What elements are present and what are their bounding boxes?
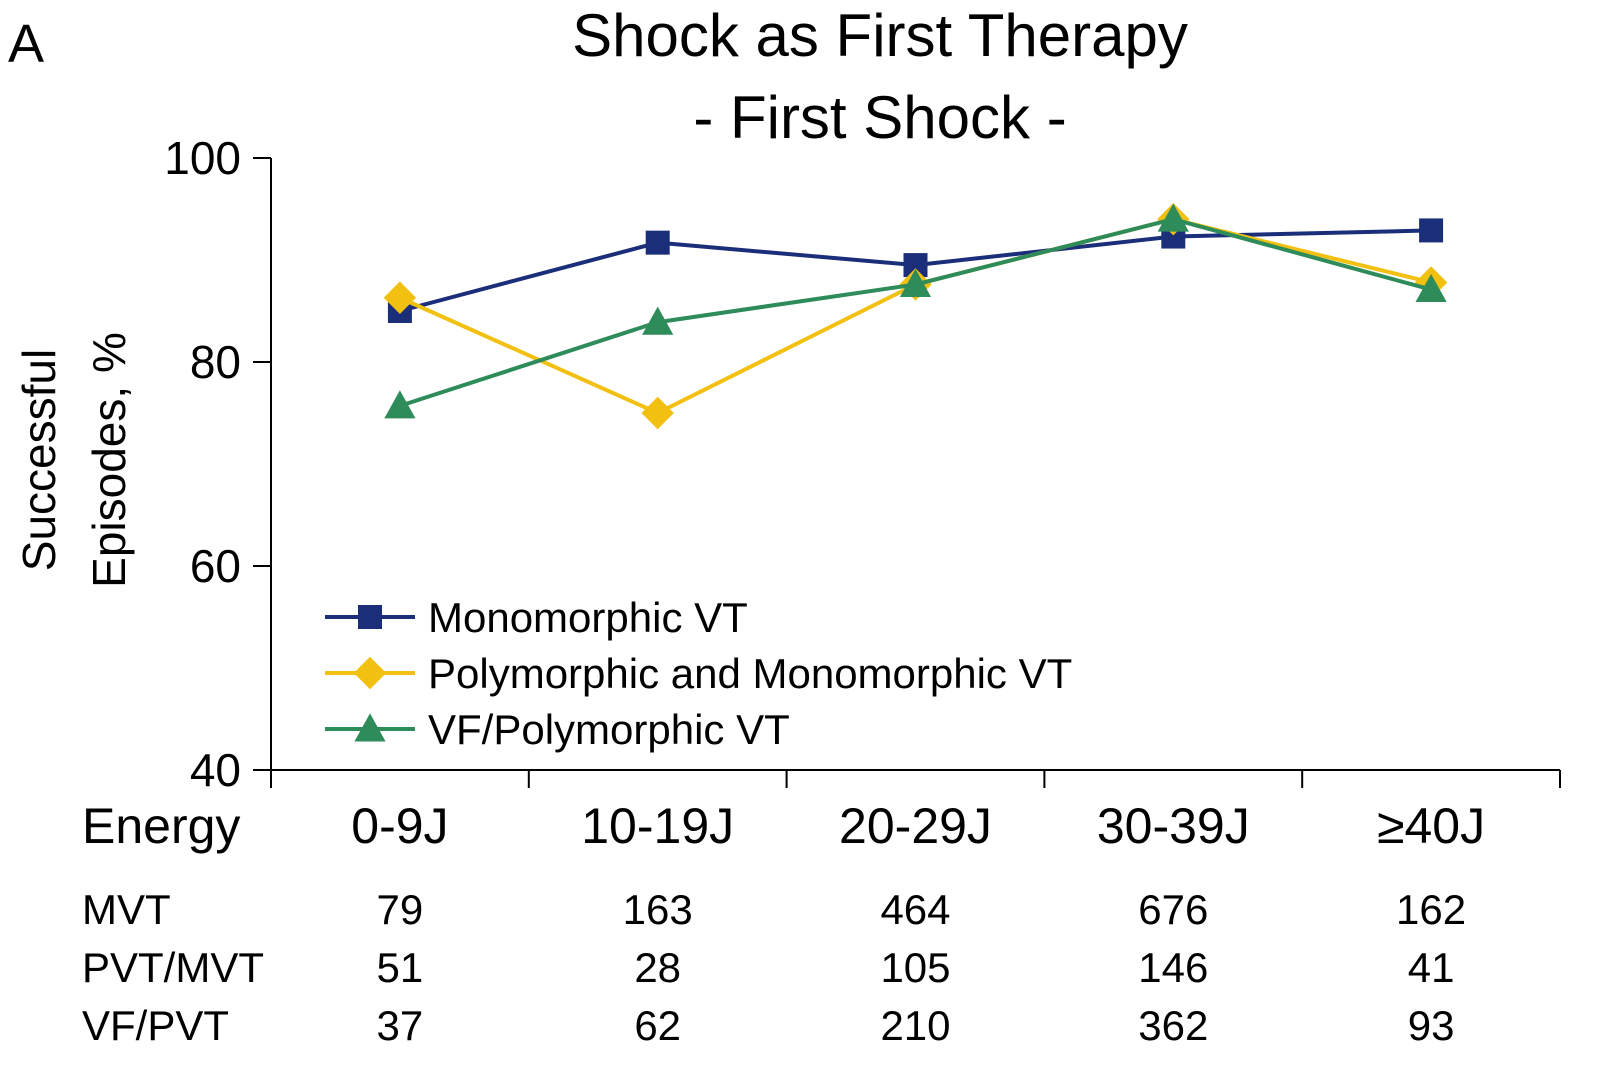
count-cell: 37 (377, 1002, 424, 1049)
y-ticks: 40 60 80 100 (164, 132, 271, 796)
marker-square (645, 230, 670, 255)
count-cell: 162 (1396, 886, 1466, 933)
x-category-label: 0-9J (351, 798, 448, 854)
count-cell: 28 (634, 944, 681, 991)
marker-triangle (1157, 203, 1189, 232)
count-row-label: MVT (82, 886, 171, 933)
x-category-label: 30-39J (1097, 798, 1250, 854)
count-cell: 93 (1408, 1002, 1455, 1049)
marker-diamond (353, 656, 387, 690)
x-category-label: 10-19J (581, 798, 734, 854)
series-group (383, 203, 1448, 430)
marker-triangle (384, 390, 416, 419)
series-group (384, 203, 1447, 419)
x-ticks (270, 770, 1561, 788)
marker-triangle (642, 306, 674, 335)
x-category-label: 20-29J (839, 798, 992, 854)
count-cell: 210 (880, 1002, 950, 1049)
count-cell: 105 (880, 944, 950, 991)
panel-label: A (8, 14, 44, 74)
y-tick-label: 40 (190, 744, 241, 796)
y-axis-label-line1: Successful (13, 349, 65, 571)
chart-subtitle: - First Shock - (693, 84, 1066, 151)
series-layer (383, 203, 1448, 430)
count-cell: 362 (1138, 1002, 1208, 1049)
count-cell: 79 (377, 886, 424, 933)
count-row-label: VF/PVT (82, 1002, 229, 1049)
y-tick-label: 80 (190, 336, 241, 388)
marker-square (1419, 218, 1444, 243)
count-cell: 163 (623, 886, 693, 933)
marker-diamond (641, 396, 674, 430)
series-line (399, 217, 1432, 408)
count-cell: 464 (880, 886, 950, 933)
y-tick-label: 60 (190, 540, 241, 592)
marker-triangle (899, 268, 932, 297)
legend-label: Polymorphic and Monomorphic VT (428, 650, 1072, 697)
count-cell: 62 (634, 1002, 681, 1049)
legend-label: VF/Polymorphic VT (428, 706, 790, 753)
marker-diamond (383, 281, 417, 314)
x-category-labels: 0-9J 10-19J 20-29J 30-39J ≥40J (351, 798, 1485, 854)
marker-triangle (354, 713, 386, 742)
count-cell: 146 (1138, 944, 1208, 991)
legend-label: Monomorphic VT (428, 594, 748, 641)
chart-title: Shock as First Therapy (572, 2, 1188, 69)
marker-square (358, 605, 382, 629)
marker-triangle (1415, 273, 1447, 303)
x-axis-label: Energy (82, 798, 240, 854)
y-tick-label: 100 (164, 132, 241, 184)
count-cell: 51 (377, 944, 424, 991)
y-axis-label-line2: Episodes, % (83, 332, 135, 588)
count-cell: 676 (1138, 886, 1208, 933)
count-table: MVT 79 163 464 676 162 PVT/MVT 51 28 105 146 41 VF/P… (82, 886, 1466, 1049)
x-category-label: ≥40J (1377, 798, 1485, 854)
count-cell: 41 (1408, 944, 1455, 991)
series-group (387, 218, 1444, 323)
legend: Monomorphic VT Polymorphic and Monomorphi… (325, 594, 1072, 753)
count-row-label: PVT/MVT (82, 944, 264, 991)
